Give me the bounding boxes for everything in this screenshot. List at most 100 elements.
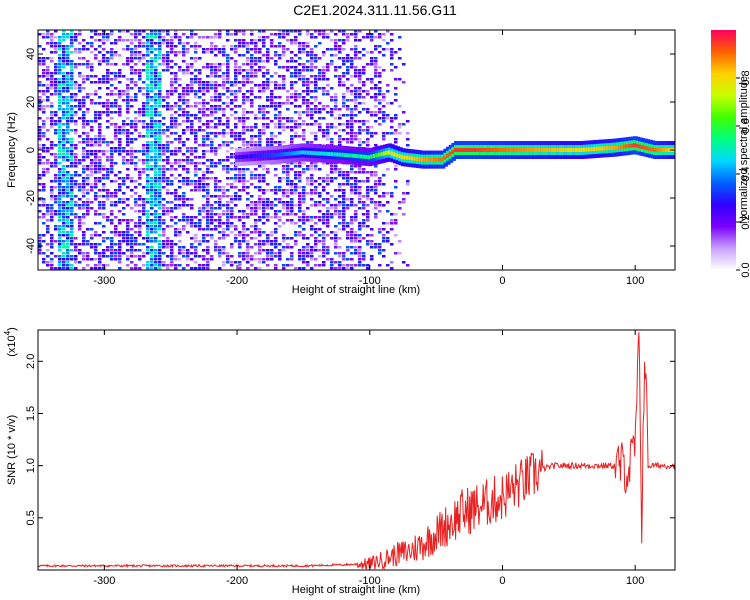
spectrogram-cell <box>134 225 138 228</box>
spectrogram-cell <box>54 72 58 75</box>
spectrogram-cell <box>282 81 286 84</box>
spectrogram-cell <box>186 93 190 96</box>
spectrogram-cell <box>134 111 138 114</box>
spectrogram-cell <box>374 45 378 48</box>
spectrogram-cell <box>54 165 58 168</box>
spectrogram-cell <box>366 204 370 207</box>
spectrogram-cell <box>86 66 90 69</box>
y-tick-label: 40 <box>25 48 37 60</box>
spectrogram-cell <box>190 162 194 165</box>
spectrogram-cell <box>158 261 162 264</box>
spectrogram-cell <box>262 189 266 192</box>
spectrogram-cell <box>346 204 350 207</box>
spectrogram-cell <box>118 240 122 243</box>
spectrogram-cell <box>90 45 94 48</box>
spectrogram-cell <box>194 168 198 171</box>
spectrogram-cell <box>310 234 314 237</box>
spectrogram-cell <box>94 234 98 237</box>
spectrogram-cell <box>366 186 370 189</box>
spectrogram-cell <box>334 213 338 216</box>
spectrogram-cell <box>90 186 94 189</box>
spectrogram-cell <box>406 264 410 267</box>
spectrogram-cell <box>290 93 294 96</box>
spectrogram-cell <box>250 171 254 174</box>
spectrogram-cell <box>358 198 362 201</box>
spectrogram-cell <box>266 81 270 84</box>
spectrogram-cell <box>342 195 346 198</box>
spectrogram-cell <box>202 156 206 159</box>
spectrogram-cell <box>286 174 290 177</box>
signal-core <box>256 153 261 158</box>
signal-core <box>423 157 428 162</box>
spectrogram-cell <box>250 33 254 36</box>
spectrogram-cell <box>78 174 82 177</box>
spectrogram-cell <box>326 132 330 135</box>
spectrogram-cell <box>238 240 242 243</box>
spectrogram-cell <box>158 207 162 210</box>
spectrogram-cell <box>338 201 342 204</box>
signal-core <box>534 148 540 152</box>
spectrogram-cell <box>370 51 374 54</box>
spectrogram-cell <box>254 75 258 78</box>
signal-core <box>385 151 390 155</box>
spectrogram-cell <box>182 99 186 102</box>
spectrogram-cell <box>226 168 230 171</box>
spectrogram-cell <box>154 111 158 114</box>
spectrogram-cell <box>58 243 62 246</box>
spectrogram-cell <box>198 84 202 87</box>
colorbar: 0.00.20.40.60.8 Normalized spectral ampl… <box>711 30 750 278</box>
spectrogram-cell <box>70 129 74 132</box>
spectrogram-cell <box>98 222 102 225</box>
spectrogram-cell <box>262 117 266 120</box>
spectrogram-cell <box>158 96 162 99</box>
spectrogram-cell <box>54 228 58 231</box>
spectrogram-cell <box>294 222 298 225</box>
spectrogram-cell <box>286 192 290 195</box>
spectrogram-cell <box>174 132 178 135</box>
spectrogram-cell <box>278 210 282 213</box>
spectrogram-cell <box>170 81 174 84</box>
spectrogram-cell <box>46 30 50 33</box>
spectrogram-cell <box>202 171 206 174</box>
spectrogram-cell <box>154 189 158 192</box>
spectrogram-cell <box>102 168 106 171</box>
spectrogram-cell <box>50 72 54 75</box>
signal-core <box>585 147 590 152</box>
spectrogram-cell <box>310 168 314 171</box>
spectrogram-cell <box>310 96 314 99</box>
spectrogram-cell <box>70 84 74 87</box>
spectrogram-cell <box>314 84 318 87</box>
spectrogram-cell <box>342 72 346 75</box>
spectrogram-cell <box>214 135 218 138</box>
spectrogram-cell <box>154 36 158 39</box>
signal-core <box>296 150 301 155</box>
spectrogram-cell <box>70 165 74 168</box>
spectrogram-cell <box>58 168 62 171</box>
spectrogram-cell <box>402 201 406 204</box>
spectrogram-cell <box>158 156 162 159</box>
spectrogram-cell <box>50 186 54 189</box>
spectrogram-cell <box>358 171 362 174</box>
spectrogram-cell <box>150 69 154 72</box>
spectrogram-cell <box>54 153 58 156</box>
spectrogram-cell <box>78 84 82 87</box>
spectrogram-cell <box>202 150 206 153</box>
spectrogram-cell <box>258 39 262 42</box>
spectrogram-cell <box>126 90 130 93</box>
spectrogram-cell <box>138 30 142 33</box>
spectrogram-cell <box>282 33 286 36</box>
spectrogram-cell <box>258 111 262 114</box>
spectrogram-cell <box>366 132 370 135</box>
spectrogram-cell <box>90 30 94 33</box>
spectrogram-cell <box>38 198 42 201</box>
spectrogram-cell <box>90 189 94 192</box>
spectrogram-cell <box>350 138 354 141</box>
spectrogram-cell <box>282 222 286 225</box>
spectrogram-cell <box>158 234 162 237</box>
spectrogram-cell <box>322 87 326 90</box>
spectrogram-cell <box>310 51 314 54</box>
spectrogram-cell <box>258 207 262 210</box>
spectrogram-cell <box>126 93 130 96</box>
spectrogram-cell <box>230 153 234 156</box>
spectrogram-cell <box>110 153 114 156</box>
